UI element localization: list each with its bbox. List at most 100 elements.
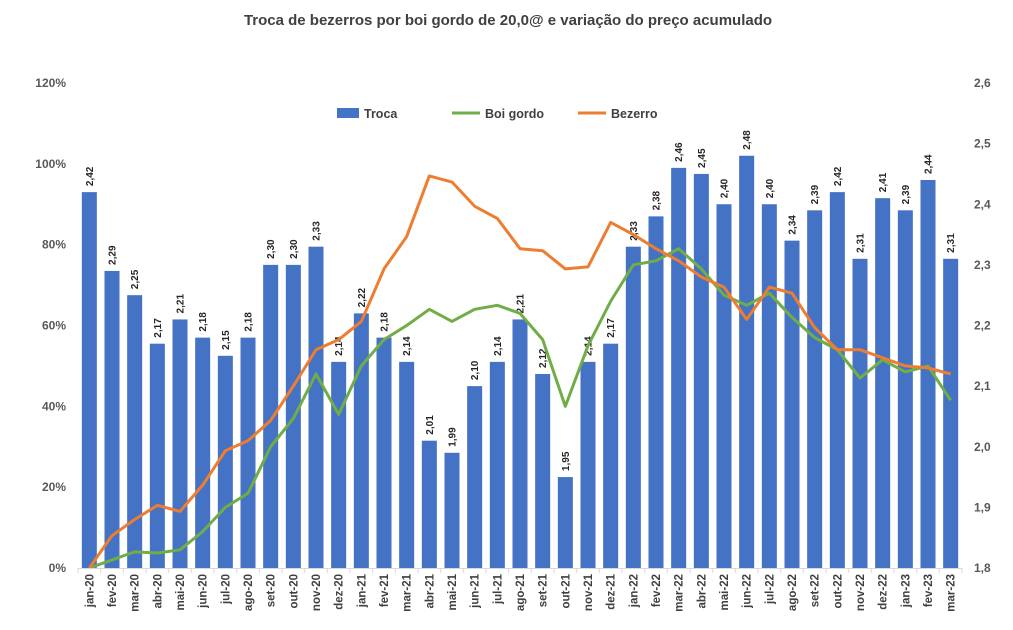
right-y-tick-label: 2,6 [974, 76, 991, 90]
bar-mai-22 [716, 204, 732, 568]
x-tick-label: ago-20 [243, 574, 255, 611]
x-tick-label: out-22 [832, 574, 844, 609]
left-y-tick-label: 80% [42, 238, 66, 252]
left-y-tick-label: 120% [35, 76, 66, 90]
x-tick-label: jan-23 [900, 574, 912, 608]
bar-mar-21 [399, 361, 415, 568]
bar-jul-20 [217, 355, 233, 568]
x-tick-label: mar-21 [402, 573, 414, 611]
legend-swatch-troca [337, 108, 359, 118]
bar-nov-20 [308, 246, 324, 568]
x-tick-label: dez-22 [878, 574, 890, 610]
data-label-fev-23: 2,44 [924, 154, 935, 174]
x-tick-label: mai-22 [719, 574, 731, 610]
data-label-fev-21: 2,18 [380, 312, 391, 332]
right-y-tick-label: 1,9 [974, 500, 991, 514]
x-tick-label: mai-21 [447, 573, 459, 610]
x-tick-label: ago-22 [787, 574, 799, 611]
right-y-tick-label: 2,0 [974, 440, 991, 454]
bar-mai-20 [172, 319, 188, 568]
bar-set-22 [807, 210, 823, 568]
right-y-tick-label: 2,5 [974, 137, 991, 151]
bar-nov-22 [852, 258, 868, 568]
x-tick-label: jun-21 [470, 573, 482, 608]
data-label-abr-20: 2,17 [153, 318, 164, 338]
bar-ago-20 [240, 337, 256, 568]
chart-title: Troca de bezerros por boi gordo de 20,0@… [244, 12, 772, 29]
right-y-tick-label: 2,4 [974, 197, 991, 211]
data-label-abr-22: 2,45 [697, 148, 708, 168]
data-label-jan-21: 2,22 [357, 287, 368, 307]
data-label-set-21: 2,12 [538, 348, 549, 368]
data-label-out-20: 2,30 [289, 239, 300, 259]
line-series [88, 174, 952, 570]
x-tick-label: fev-23 [923, 574, 935, 607]
data-label-dez-21: 2,17 [606, 318, 617, 338]
bar-out-22 [829, 192, 845, 568]
bar-mar-23 [943, 258, 959, 568]
x-tick-label: mai-20 [175, 574, 187, 610]
bar-mar-22 [671, 167, 687, 568]
data-label-jan-22: 2,33 [629, 221, 640, 241]
bar-fev-20 [104, 270, 120, 568]
data-label-jun-21: 2,10 [470, 360, 481, 380]
bar-jul-22 [761, 204, 777, 568]
x-tick-label: set-20 [266, 574, 278, 607]
x-tick-label: mar-22 [674, 574, 686, 612]
bar-jun-20 [195, 337, 211, 568]
data-label-ago-22: 2,34 [788, 215, 799, 235]
legend-label-bezerro: Bezerro [611, 107, 658, 121]
bar-jul-21 [489, 361, 505, 568]
data-label-mar-21: 2,14 [402, 336, 413, 356]
x-tick-label: set-22 [810, 574, 822, 607]
axes: jan-20 fev-20 mar-20 abr-20 mai-20 jun-20 jul-… [35, 76, 991, 612]
x-tick-label: mar-23 [946, 574, 958, 612]
bar-jan-20 [81, 192, 97, 568]
x-tick-label: dez-21 [606, 573, 618, 609]
bar-ago-21 [512, 319, 528, 568]
bar-set-20 [263, 264, 279, 568]
data-label-fev-22: 2,38 [652, 190, 663, 210]
bar-abr-20 [149, 343, 165, 568]
x-tick-label: jan-22 [628, 574, 640, 608]
bar-ago-22 [784, 240, 800, 568]
bar-fev-22 [648, 216, 664, 568]
data-label-nov-22: 2,31 [856, 233, 867, 253]
x-tick-label: jan-20 [84, 574, 96, 608]
bar-set-21 [535, 374, 551, 568]
right-y-tick-label: 2,3 [974, 258, 991, 272]
bar-jan-21 [353, 313, 369, 568]
data-label-mar-22: 2,46 [674, 142, 685, 162]
x-tick-label: fev-20 [107, 574, 119, 607]
x-tick-label: set-21 [538, 573, 550, 607]
data-label-jul-20: 2,15 [221, 330, 232, 350]
bar-dez-22 [875, 198, 891, 568]
right-y-tick-label: 2,2 [974, 319, 991, 333]
legend-label-boi-gordo: Boi gordo [485, 107, 544, 121]
right-y-tick-label: 1,8 [974, 561, 991, 575]
legend-label-troca: Troca [364, 107, 398, 121]
data-label-jun-20: 2,18 [198, 312, 209, 332]
data-label-mai-21: 1,99 [448, 427, 459, 447]
x-tick-label: jun-22 [742, 574, 754, 609]
bar-series-troca: 2,42 2,29 2,25 2,17 2,21 2,18 2,15 2,18 2,30 2,30… [81, 130, 959, 568]
bar-jan-22 [625, 246, 641, 568]
x-tick-label: nov-21 [583, 573, 595, 611]
data-label-nov-20: 2,33 [312, 221, 323, 241]
data-label-mai-20: 2,21 [176, 294, 187, 314]
data-label-mai-22: 2,40 [720, 178, 731, 198]
x-tick-label: jun-20 [198, 574, 210, 609]
bar-abr-21 [421, 440, 437, 568]
data-label-fev-20: 2,29 [108, 245, 119, 265]
bar-dez-21 [603, 343, 619, 568]
x-tick-label: nov-22 [855, 574, 867, 611]
x-tick-label: ago-21 [515, 573, 527, 611]
left-y-tick-label: 100% [35, 157, 66, 171]
data-label-jul-21: 2,14 [493, 336, 504, 356]
x-tick-label: abr-22 [696, 574, 708, 609]
data-label-set-22: 2,39 [810, 184, 821, 204]
bar-jun-22 [739, 155, 755, 568]
x-tick-label: dez-20 [334, 574, 346, 610]
bar-jun-21 [467, 386, 483, 568]
left-y-tick-label: 60% [42, 319, 66, 333]
